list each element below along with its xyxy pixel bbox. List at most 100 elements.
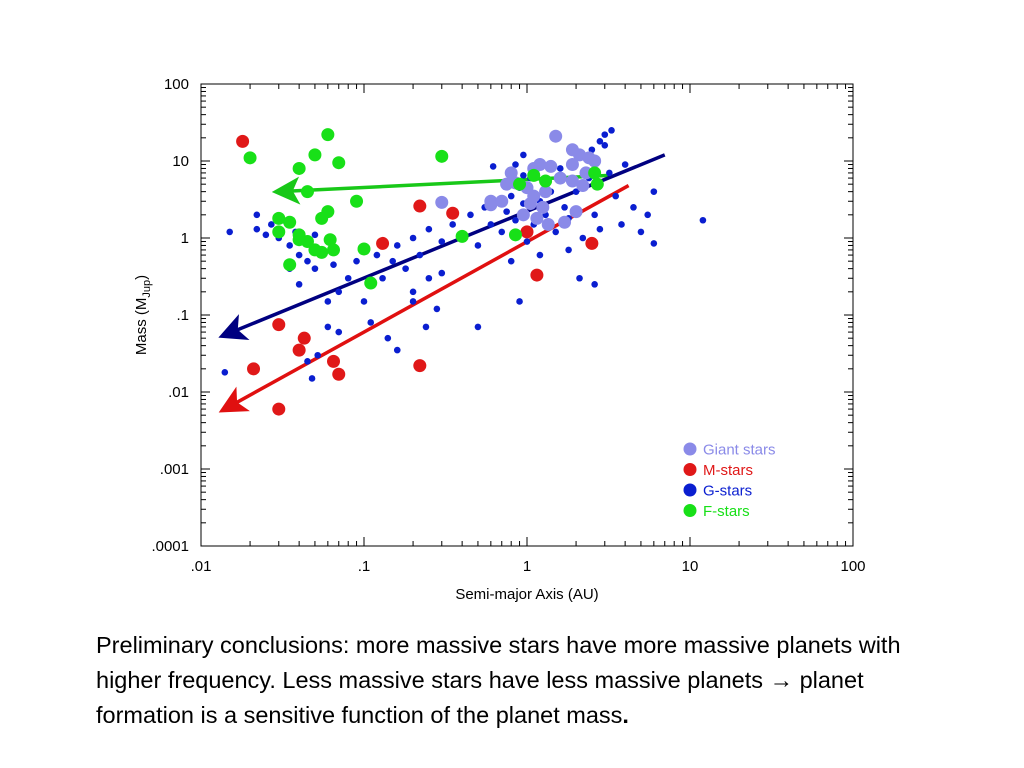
g-stars-point (596, 225, 604, 233)
g-stars-point (520, 172, 527, 179)
x-axis-label: Semi-major Axis (AU) (455, 586, 598, 603)
x-tick-label: .01 (191, 558, 212, 575)
plot-frame (200, 83, 854, 547)
g-stars-point (360, 298, 368, 305)
f-stars-point (292, 233, 306, 247)
tick-marks (200, 84, 853, 547)
g-stars-point (606, 169, 613, 177)
y-axis-label-end: ) (133, 275, 150, 280)
giant-stars-point (558, 215, 572, 229)
m-stars-point (272, 402, 286, 416)
f-stars-point (323, 233, 337, 247)
g-stars-point (324, 323, 332, 331)
g-stars-point (314, 351, 322, 359)
y-tick-label: .001 (160, 461, 189, 478)
y-tick-label: 10 (172, 153, 189, 170)
giant-stars-point (495, 194, 509, 208)
giant-stars-point (539, 185, 553, 199)
g-stars-point (608, 127, 615, 134)
g-stars-point (422, 323, 430, 331)
g-stars-point (621, 161, 629, 168)
g-stars-point (601, 141, 609, 149)
y-axis-label-main: Mass (M (133, 298, 150, 356)
y-axis-label-sub: Jup (141, 280, 153, 298)
g-stars-point (618, 221, 625, 228)
y-tick-label: .01 (168, 384, 189, 401)
f-stars-point (357, 242, 371, 256)
g-stars-point (384, 334, 392, 342)
m-stars-point (247, 362, 261, 376)
caption-text: Preliminary conclusions: more massive st… (96, 628, 956, 733)
g-stars-point (286, 242, 293, 249)
g-stars-point (637, 228, 645, 236)
g-stars-point (409, 234, 417, 242)
f-stars-point (243, 151, 257, 165)
y-tick-label: 100 (164, 76, 189, 93)
g-stars-point (416, 251, 424, 259)
g-stars-point (308, 375, 316, 382)
f-stars-point (308, 148, 322, 162)
g-stars-point (487, 221, 495, 228)
x-tick-label: 100 (840, 558, 865, 575)
g-stars-point (601, 131, 609, 138)
g-stars-point (507, 257, 515, 265)
m-stars-point (520, 225, 534, 239)
giant-stars-point (484, 198, 498, 212)
f-stars-point (588, 166, 602, 180)
trend-lines (218, 153, 666, 413)
legend-label-g-stars: G-stars (703, 483, 752, 500)
g-stars-point (612, 192, 619, 200)
giant-stars-point (523, 197, 537, 211)
g-stars-point (433, 305, 441, 313)
m-stars-point (236, 134, 250, 148)
m-stars-point (530, 268, 544, 282)
g-stars-point (644, 211, 651, 219)
g-stars-point (591, 281, 598, 288)
g-stars-point (335, 288, 343, 296)
g-stars-point (409, 288, 417, 296)
f-stars-point (321, 205, 335, 219)
legend: Giant stars M-stars G-stars F-stars (683, 442, 776, 520)
f-stars-point (590, 177, 604, 191)
g-stars-point (650, 188, 658, 195)
g-stars-point (489, 163, 497, 170)
g-stars-point (565, 246, 572, 254)
g-stars-point (295, 281, 303, 288)
legend-marker-m-stars (683, 463, 697, 476)
g-stars-point (536, 251, 544, 259)
m-stars-point (585, 236, 599, 250)
g-stars-point (226, 228, 234, 236)
g-stars-point (596, 138, 604, 145)
caption-body: Preliminary conclusions: more massive st… (96, 632, 901, 728)
m-stars-point (292, 343, 306, 357)
g-stars-point (353, 257, 360, 265)
giant-stars-point (576, 179, 590, 193)
f-stars-point (435, 149, 449, 163)
giant-stars-point (565, 174, 579, 188)
g-stars-point (324, 298, 332, 305)
g-stars-point (449, 221, 456, 228)
g-stars-point (579, 234, 587, 242)
giant-stars-point (553, 171, 567, 185)
g-stars-point (507, 192, 515, 200)
giant-stars-point (549, 129, 563, 143)
g-stars-point (425, 225, 433, 233)
f-stars-point (315, 245, 329, 259)
f-stars-point (513, 177, 527, 191)
x-tick-label: .1 (358, 558, 371, 575)
m-stars-point (272, 318, 286, 332)
legend-marker-f-stars (683, 504, 697, 517)
giant-stars-point (504, 166, 518, 180)
g-stars-point (262, 231, 270, 239)
g-stars-point (330, 261, 337, 269)
f-stars-point (283, 258, 297, 272)
g-stars-point (393, 346, 401, 354)
g-stars-point (367, 319, 375, 326)
g-stars-point (438, 269, 446, 277)
giant-stars-point (544, 159, 558, 173)
g-stars-point (474, 323, 482, 331)
g-stars-point (520, 151, 527, 159)
g-stars-point (467, 211, 474, 219)
scatter-chart: .01 .1 1 10 100 100 10 1 .1 .01 .001 .0001 Semi-ma… (133, 76, 866, 603)
y-axis-label: Mass (MJup) (133, 275, 153, 355)
